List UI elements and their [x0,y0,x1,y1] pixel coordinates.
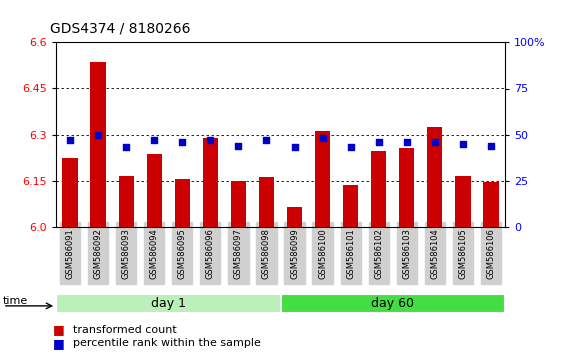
Point [262,137,271,143]
Point [150,137,159,143]
Point [206,137,215,143]
Bar [287,207,302,227]
Bar [90,62,106,227]
Point [374,139,383,145]
Point [94,132,103,137]
Text: time: time [3,296,28,306]
Bar [427,127,443,227]
Text: percentile rank within the sample: percentile rank within the sample [73,338,261,348]
Text: GDS4374 / 8180266: GDS4374 / 8180266 [50,21,191,35]
Point [66,137,75,143]
Point [486,143,495,148]
Text: day 1: day 1 [151,297,186,310]
Point [178,139,187,145]
Text: day 60: day 60 [371,297,414,310]
Bar [483,182,499,227]
Bar [280,294,505,313]
Point [458,141,467,147]
Point [318,135,327,141]
Point [402,139,411,145]
Bar [455,176,471,227]
Text: ■: ■ [53,337,65,350]
Bar [315,131,330,227]
Point [290,144,299,150]
Text: ■: ■ [53,324,65,336]
Point [122,144,131,150]
Bar [343,185,358,227]
Bar [399,148,415,227]
Bar [146,154,162,227]
Bar [62,158,78,227]
Bar [174,179,190,227]
Point [234,143,243,148]
Bar [118,176,134,227]
Bar [56,294,280,313]
Bar [371,152,387,227]
Point [430,139,439,145]
Bar [203,138,218,227]
Point [346,144,355,150]
Bar [231,181,246,227]
Bar [259,177,274,227]
Text: transformed count: transformed count [73,325,177,335]
